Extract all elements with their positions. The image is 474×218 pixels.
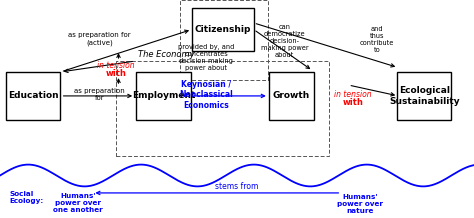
Text: Growth: Growth bbox=[273, 91, 310, 100]
Text: in tension: in tension bbox=[97, 61, 135, 70]
Text: Ecological
Sustainability: Ecological Sustainability bbox=[389, 86, 459, 106]
Text: The Economy: The Economy bbox=[137, 50, 194, 59]
Text: stems from: stems from bbox=[215, 182, 259, 191]
FancyBboxPatch shape bbox=[136, 72, 191, 120]
FancyBboxPatch shape bbox=[397, 72, 451, 120]
Text: Citizenship: Citizenship bbox=[195, 25, 251, 34]
Text: Keynosian /
Neoclassical
Economics: Keynosian / Neoclassical Economics bbox=[179, 80, 233, 110]
Text: Humans'
power over
one another: Humans' power over one another bbox=[54, 193, 103, 213]
Text: Employment: Employment bbox=[132, 91, 195, 100]
FancyBboxPatch shape bbox=[269, 72, 314, 120]
Text: Education: Education bbox=[8, 91, 58, 100]
Text: in tension: in tension bbox=[334, 90, 372, 99]
Text: as preparation
for: as preparation for bbox=[74, 88, 125, 101]
FancyBboxPatch shape bbox=[6, 72, 61, 120]
Text: Humans'
power over
nature: Humans' power over nature bbox=[337, 194, 383, 214]
Text: provided by, and
concentrates
decision-making
power about: provided by, and concentrates decision-m… bbox=[178, 44, 234, 71]
Text: Social
Ecology:: Social Ecology: bbox=[9, 191, 44, 204]
Text: can
democratize
decision-
making power
about: can democratize decision- making power a… bbox=[261, 24, 308, 58]
Text: and
thus
contribute
to: and thus contribute to bbox=[360, 26, 394, 53]
Text: with: with bbox=[106, 68, 127, 78]
Text: as preparation for
(active): as preparation for (active) bbox=[68, 32, 131, 46]
FancyBboxPatch shape bbox=[192, 8, 254, 51]
Text: with: with bbox=[343, 98, 364, 107]
